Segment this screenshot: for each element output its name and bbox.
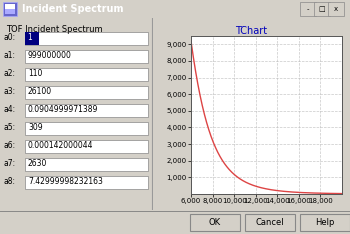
Bar [300, 214, 350, 231]
Bar [314, 2, 330, 16]
Bar [25, 50, 148, 62]
Bar [25, 67, 148, 80]
Text: a8:: a8: [4, 178, 16, 186]
Bar [25, 121, 148, 135]
Text: a4:: a4: [4, 106, 16, 114]
Bar [300, 2, 316, 16]
Text: Cancel: Cancel [256, 218, 284, 227]
Text: -: - [307, 6, 309, 12]
Bar [25, 85, 148, 99]
Text: 2630: 2630 [28, 160, 47, 168]
Text: a5:: a5: [4, 124, 16, 132]
Bar [25, 157, 148, 171]
Text: Incident Spectrum: Incident Spectrum [22, 4, 124, 14]
Text: OK: OK [209, 218, 221, 227]
Bar [25, 32, 39, 44]
Text: Help: Help [315, 218, 335, 227]
Bar [25, 176, 148, 189]
Bar [3, 2, 17, 16]
Bar [5, 9, 15, 14]
Bar [190, 214, 240, 231]
Text: a3:: a3: [4, 88, 16, 96]
Text: 0.000142000044: 0.000142000044 [28, 142, 93, 150]
Text: a6:: a6: [4, 142, 16, 150]
Bar [328, 2, 344, 16]
Text: □: □ [319, 6, 325, 12]
Bar [25, 103, 148, 117]
Text: a1:: a1: [4, 51, 16, 61]
Text: 7.42999998232163: 7.42999998232163 [28, 178, 103, 186]
Bar [25, 32, 148, 44]
Bar [5, 4, 15, 14]
Text: a0:: a0: [4, 33, 16, 43]
Text: 1: 1 [27, 33, 32, 43]
Text: 999000000: 999000000 [28, 51, 72, 61]
Text: 309: 309 [28, 124, 43, 132]
Text: TOF Incident Spectrum: TOF Incident Spectrum [6, 25, 103, 34]
Bar [245, 214, 295, 231]
Bar [25, 139, 148, 153]
Text: a2:: a2: [4, 69, 16, 78]
Text: 26100: 26100 [28, 88, 52, 96]
Text: TChart: TChart [236, 26, 267, 36]
Text: a7:: a7: [4, 160, 16, 168]
Text: 110: 110 [28, 69, 42, 78]
Text: x: x [334, 6, 338, 12]
Text: 0.0904999971389: 0.0904999971389 [28, 106, 98, 114]
